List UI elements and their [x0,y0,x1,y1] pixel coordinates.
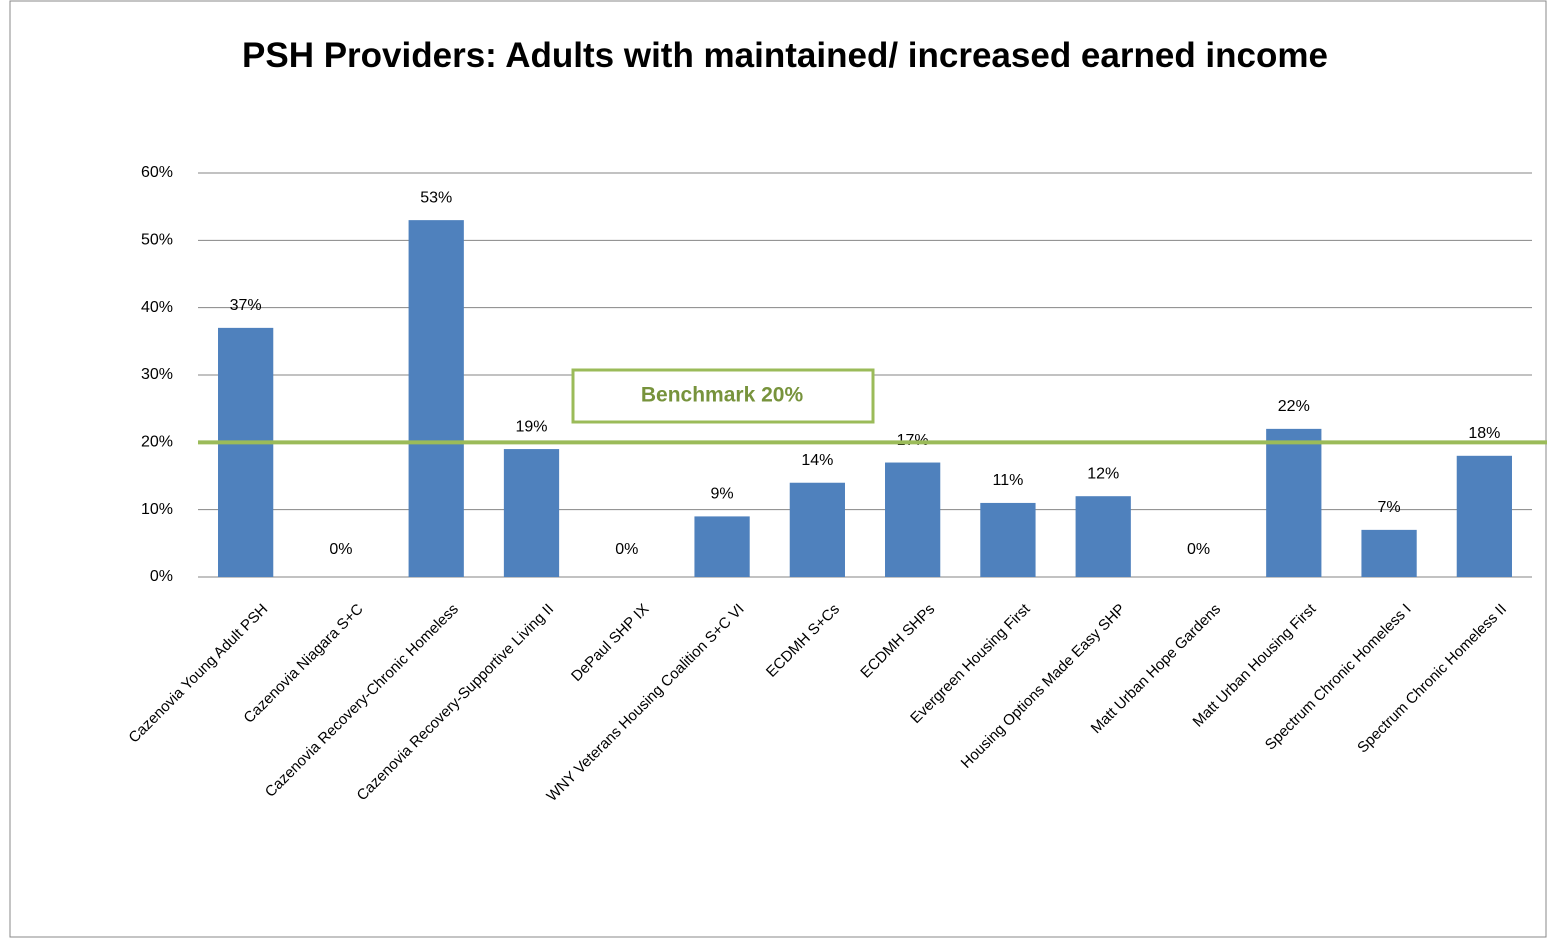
value-label: 0% [329,541,352,558]
value-label: 0% [615,541,638,558]
benchmark-box [571,368,875,424]
bar [1456,455,1512,577]
x-tick-label: Housing Options Made Easy SHP [958,601,1129,772]
x-tick-label: WNY Veterans Housing Coalition S+C VI [543,601,747,805]
chart-border [9,0,1547,938]
bar [1266,428,1322,577]
value-label: 7% [1378,499,1401,516]
bar [1075,496,1131,577]
value-label: 18% [1468,425,1500,442]
y-tick-label: 40% [141,299,173,316]
bar [789,482,845,577]
x-tick-label: Spectrum Chronic Homeless II [1354,601,1510,757]
bar [503,449,560,577]
bar [218,327,274,577]
chart-title: PSH Providers: Adults with maintained/ i… [242,36,1328,75]
x-tick-label: DePaul SHP IX [568,601,652,685]
x-tick-label: Cazenovia Recovery-Supportive Living II [354,601,558,805]
value-label: 37% [230,297,262,314]
y-tick-label: 60% [141,164,173,181]
value-label: 22% [1278,398,1310,415]
value-label: 0% [1187,541,1210,558]
benchmark-label: Benchmark 20% [641,384,804,407]
value-label: 12% [1087,465,1119,482]
y-tick-label: 10% [141,501,173,518]
bar [980,502,1036,577]
value-label: 53% [420,189,452,206]
y-tick-label: 50% [141,232,173,249]
x-tick-label: ECDMH S+Cs [763,601,843,681]
bar [1361,529,1417,577]
y-tick-label: 20% [141,434,173,451]
value-label: 9% [711,486,734,503]
bar [694,516,750,577]
value-label: 14% [801,452,833,469]
y-tick-label: 30% [141,366,173,383]
value-label: 17% [897,432,929,449]
bar [885,462,941,577]
value-label: 19% [515,418,547,435]
y-tick-label: 0% [150,568,173,585]
bar [408,220,464,577]
x-tick-label: Cazenovia Recovery-Chronic Homeless [262,601,462,801]
value-label: 11% [993,472,1024,489]
x-tick-label: ECDMH SHPs [857,601,938,682]
